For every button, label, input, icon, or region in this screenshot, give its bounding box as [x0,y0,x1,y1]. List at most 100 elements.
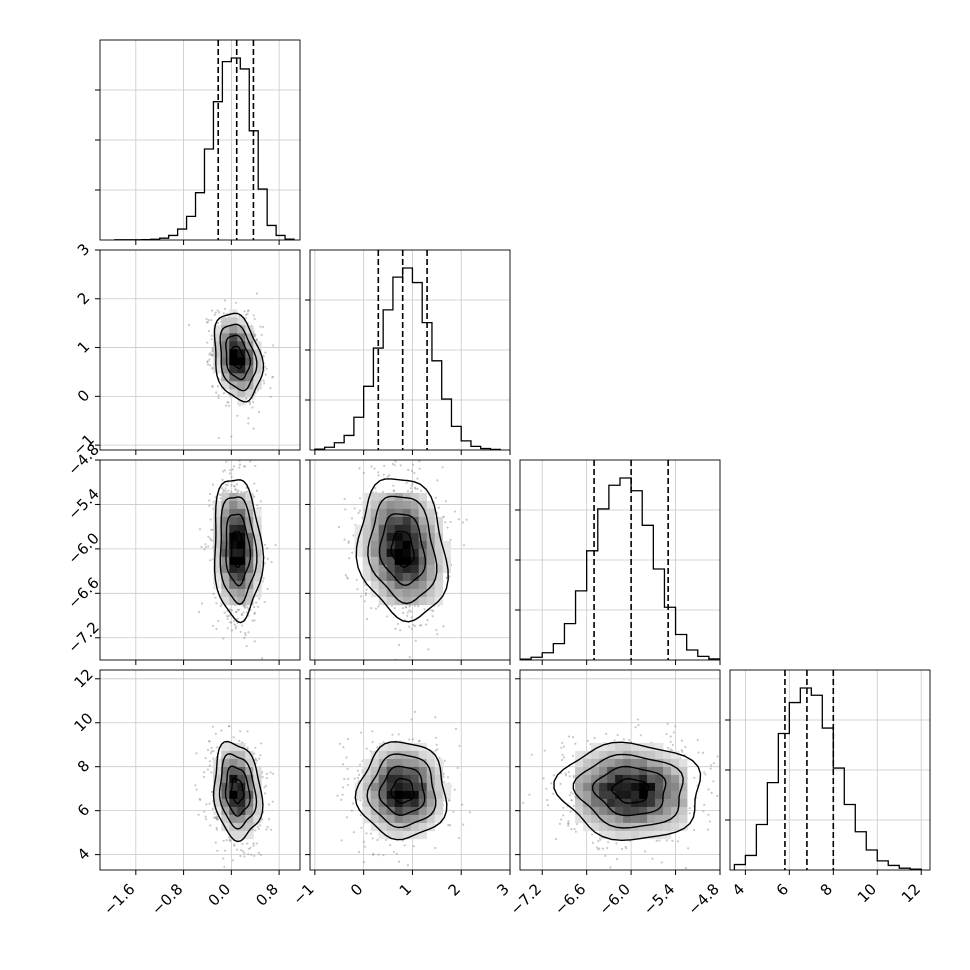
scatter-point [254,757,257,760]
density-cell [426,516,435,526]
scatter-point [425,623,428,626]
histogram-step [520,477,720,660]
density-cell [213,790,222,800]
scatter-point [253,606,256,609]
scatter-point [240,613,243,617]
density-cell [221,774,230,784]
scatter-point [235,610,238,613]
scatter-point [446,526,449,529]
scatter-point [226,617,229,621]
density-cell [253,532,262,542]
density-cell [253,524,262,534]
scatter-point [411,482,414,485]
scatter-point [213,313,216,316]
density-cell [237,540,246,550]
scatter-point [223,456,225,458]
scatter-point [272,344,275,347]
scatter-point [410,490,413,493]
density-cell [394,548,403,558]
scatter-point [377,605,380,608]
y-tick-label: 1 [74,337,93,356]
density-cell [229,389,238,398]
scatter-point [392,490,395,493]
density-cell [245,524,254,534]
contour-line [367,495,438,605]
density-map [213,742,262,840]
scatter-point [211,366,214,369]
scatter-point [374,607,378,610]
scatter-point [245,397,248,400]
contour-line [224,765,251,817]
density-cell [418,540,427,550]
density-cell [237,782,246,792]
scatter-point [222,488,225,492]
scatter-point [209,824,212,827]
scatter-point [253,640,256,643]
scatter-point [356,588,359,591]
scatter-point [214,732,217,735]
density-cell [221,758,230,768]
scatter-point [234,625,238,628]
density-cell [245,333,254,342]
density-cell [213,524,222,534]
scatter-point [406,864,409,867]
scatter-point [228,404,231,407]
density-cell [221,373,230,382]
scatter-point [392,484,395,487]
scatter-point [208,492,212,496]
scatter-point [360,595,363,598]
scatter-point [215,815,218,818]
density-cell [402,540,411,550]
density-cell [221,508,230,518]
density-cell [253,798,262,808]
density-cell [386,596,395,606]
scatter-point [243,310,246,313]
scatter-point [402,611,405,615]
scatter-point [346,767,349,771]
scatter-point [236,490,239,494]
scatter-point [409,610,412,613]
scatter-point [356,769,359,772]
scatter-point [262,379,265,382]
density-cell [221,381,230,390]
density-cell [245,774,254,784]
scatter-point [443,759,446,763]
scatter-point [435,743,438,746]
grid [100,460,300,660]
density-cell [213,580,222,590]
density-cell [237,357,246,366]
scatter-point [215,627,218,631]
histogram-step [314,267,501,450]
density-cell [394,564,403,574]
scatter-point [194,784,197,787]
scatter-point [399,629,402,632]
scatter-point [226,484,229,487]
density-cell [237,572,246,582]
density-cell [362,564,371,574]
density-cell [229,580,238,590]
density-cell [237,389,246,398]
scatter-point [416,487,419,491]
scatter-point [411,738,414,741]
grid [100,40,300,240]
panel-frame [99,459,301,661]
density-cell [362,524,371,534]
density-cell [213,365,222,374]
density-cell [229,548,238,558]
scatter-point [216,849,219,852]
density-cell [394,532,403,542]
scatter-point [198,797,201,801]
scatter-point [233,843,236,846]
scatter-point [236,617,239,620]
scatter-point [215,828,218,831]
ticks [515,509,721,665]
scatter-point [397,860,401,863]
density-cell [237,373,246,382]
density-cell [442,564,451,574]
scatter-point [214,841,217,844]
scatter-point [252,400,255,404]
scatter-point [419,489,422,492]
scatter-point [227,724,230,728]
scatter-point [434,716,437,719]
scatter-point [258,597,261,600]
